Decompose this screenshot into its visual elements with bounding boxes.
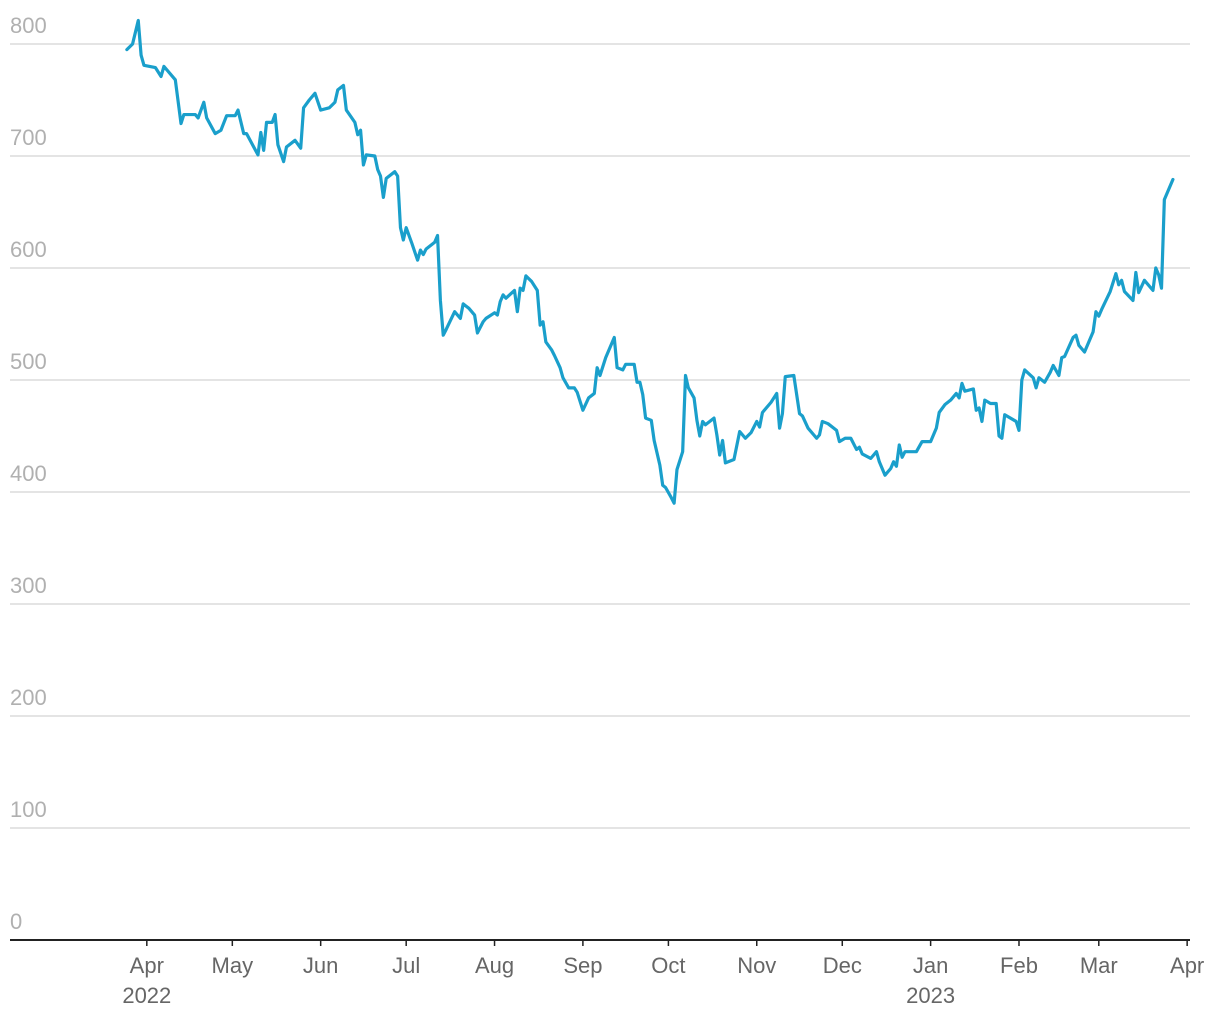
y-tick-label: 200	[10, 685, 47, 710]
x-tick-label-line: 2022	[122, 983, 171, 1008]
y-tick-label: 300	[10, 573, 47, 598]
x-tick-label-line: Apr	[130, 953, 164, 978]
x-tick-label: Dec	[823, 953, 862, 978]
x-tick-label: Nov	[737, 953, 776, 978]
x-tick-label: Feb	[1000, 953, 1038, 978]
x-tick-label: Mar	[1080, 953, 1118, 978]
y-tick-label: 800	[10, 13, 47, 38]
x-tick-label: May	[212, 953, 254, 978]
y-tick-label: 0	[10, 909, 22, 934]
x-tick-label: Sep	[563, 953, 602, 978]
x-tick-label: Apr 2022	[122, 953, 171, 1008]
x-tick-label-line: Jan	[913, 953, 948, 978]
y-tick-label: 700	[10, 125, 47, 150]
y-tick-label: 500	[10, 349, 47, 374]
y-tick-label: 600	[10, 237, 47, 262]
data-line	[125, 18, 1175, 505]
x-tick-label: Jan 2023	[906, 953, 955, 1008]
x-tick-label: Aug	[475, 953, 514, 978]
x-tick-label-line: 2023	[906, 983, 955, 1008]
y-tick-label: 400	[10, 461, 47, 486]
x-tick-label: Jul	[392, 953, 420, 978]
x-tick-label: Jun	[303, 953, 338, 978]
x-tick-label: Apr	[1170, 953, 1204, 978]
y-tick-label: 100	[10, 797, 47, 822]
x-tick-label: Oct	[651, 953, 685, 978]
